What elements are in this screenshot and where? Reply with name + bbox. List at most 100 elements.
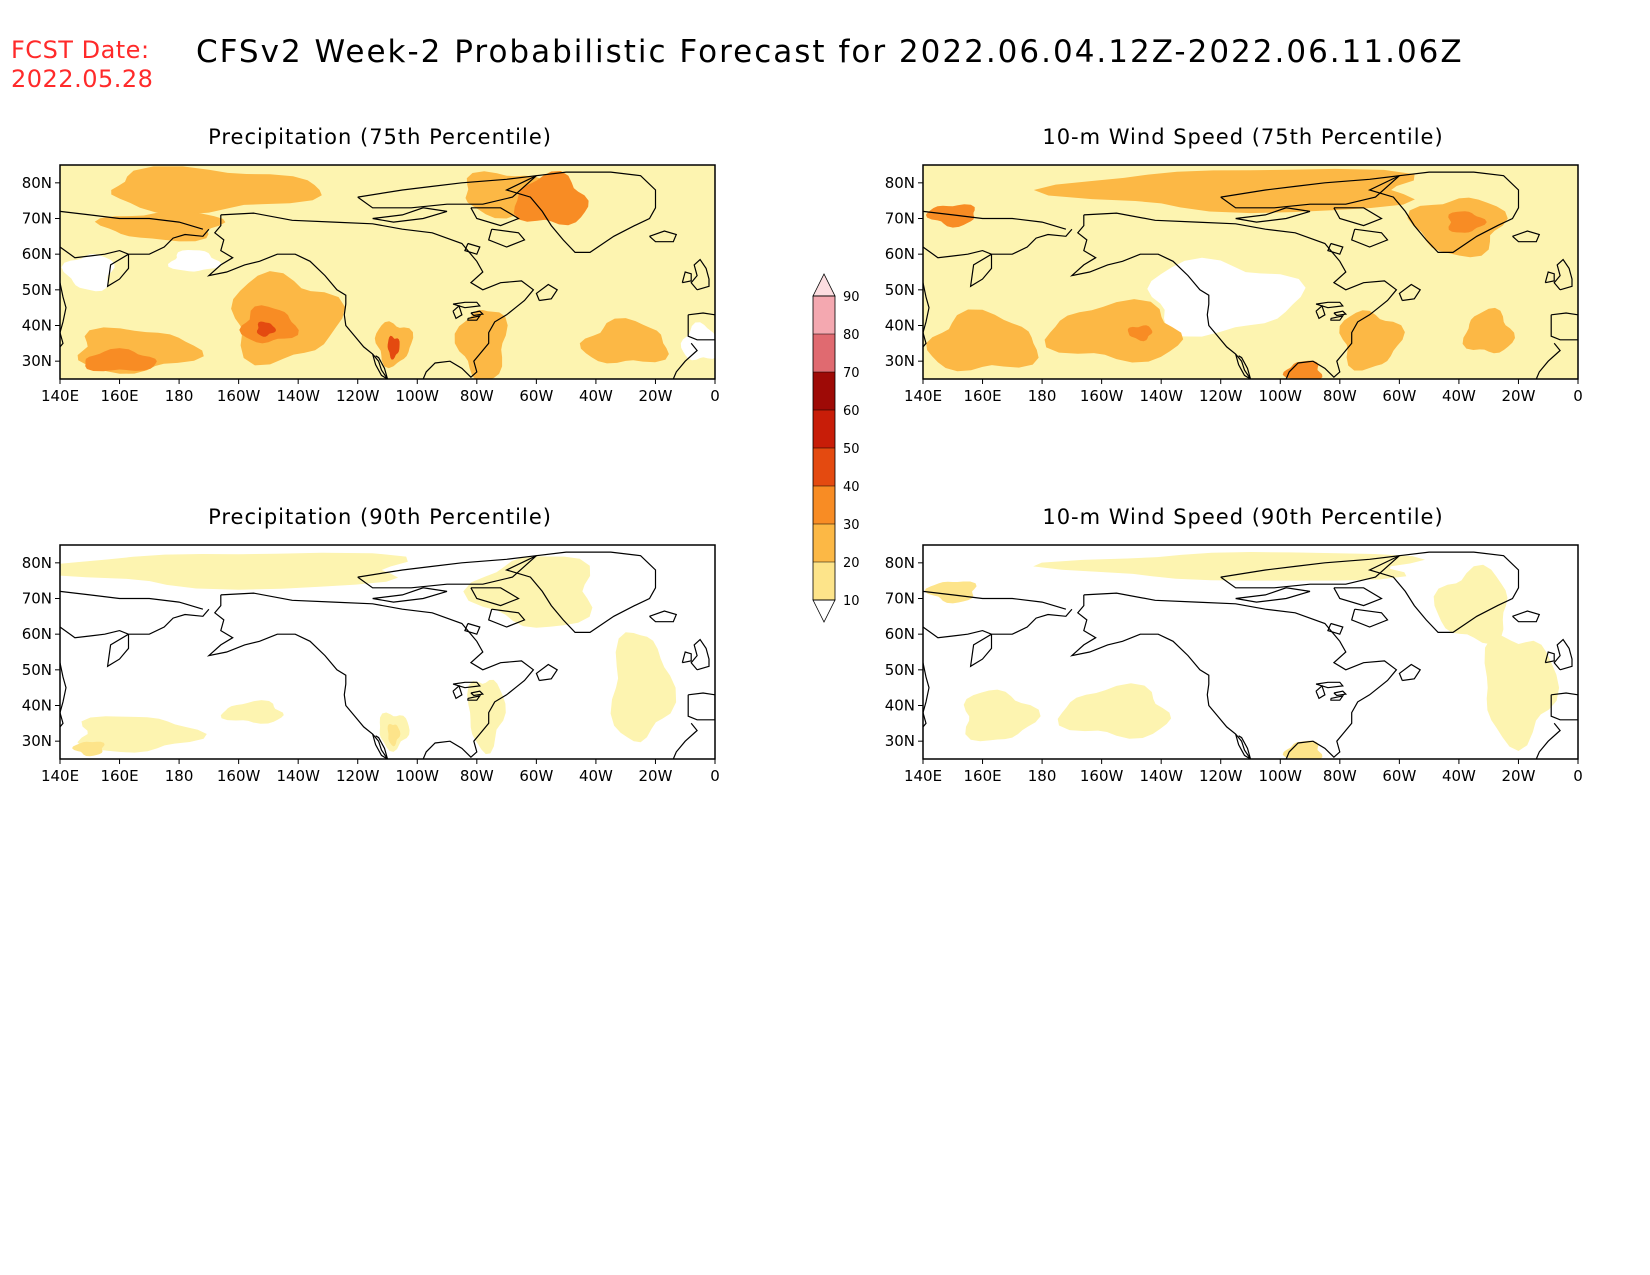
panel-precip-90: Precipitation (90th Percentile) 140E 160E…: [0, 505, 760, 795]
probability-region: [72, 741, 105, 757]
lon-tick-label: 120W: [1199, 387, 1243, 405]
colorbar-lower-arrow: [812, 599, 836, 623]
coastline: [1535, 722, 1561, 759]
lon-tick-label: 140E: [904, 767, 942, 785]
lon-tick-label: 140E: [41, 387, 79, 405]
lon-tick-label: 80W: [460, 767, 494, 785]
lat-tick-label: 50N: [22, 661, 52, 679]
coastline: [672, 342, 698, 379]
lat-tick-label: 40N: [885, 697, 915, 715]
coastline: [60, 228, 210, 288]
coastline: [1550, 692, 1578, 721]
probability-region: [111, 166, 322, 215]
lat-tick-label: 40N: [885, 317, 915, 335]
coastline: [923, 210, 1067, 230]
lat-tick-label: 80N: [885, 174, 915, 192]
coastline: [470, 587, 520, 607]
coastline: [372, 353, 388, 379]
lat-tick-label: 80N: [22, 554, 52, 572]
coastline: [1069, 594, 1251, 759]
probability-region: [610, 632, 677, 743]
map-wind-75: 140E 160E 180 160W 140W 120W 100W 80W 60W 40W 20W 0…: [885, 164, 1583, 405]
lon-tick-label: 20W: [638, 767, 672, 785]
probability-region: [926, 309, 1039, 372]
coastlines: [60, 171, 715, 379]
coastline: [220, 212, 535, 379]
lon-tick-label: 160W: [1080, 387, 1124, 405]
panel-wind-90: 10-m Wind Speed (90th Percentile) 140E 16…: [863, 505, 1623, 795]
coastline: [1398, 663, 1422, 682]
coastline: [535, 283, 559, 302]
coastline: [452, 681, 481, 689]
panel-title: Precipitation (75th Percentile): [208, 125, 552, 149]
coastline: [470, 690, 485, 697]
lon-tick-label: 100W: [396, 767, 440, 785]
coastline: [375, 355, 389, 379]
coastline: [690, 638, 710, 671]
shading-layer: [923, 545, 1578, 759]
colorbar-label: 50: [843, 442, 860, 457]
lon-tick-label: 80W: [1323, 387, 1357, 405]
coastline: [470, 310, 485, 317]
colorbar-swatch: [813, 524, 835, 562]
probability-region: [256, 321, 276, 337]
lat-tick-label: 30N: [885, 352, 915, 370]
lat-tick-label: 60N: [885, 625, 915, 643]
lon-tick-label: 140W: [276, 387, 320, 405]
lat-tick-label: 70N: [885, 210, 915, 228]
probability-region: [1127, 325, 1153, 342]
coastline: [1367, 551, 1520, 633]
coastline: [206, 214, 388, 379]
probability-region: [579, 318, 669, 364]
probability-region: [925, 204, 975, 228]
forecast-date-value: 2022.05.28: [11, 65, 154, 93]
lat-tick-label: 70N: [22, 590, 52, 608]
lon-tick-label: 20W: [1501, 387, 1535, 405]
probability-region: [77, 716, 207, 753]
probability-region: [680, 322, 715, 361]
lon-tick-label: 60W: [1382, 387, 1416, 405]
probability-region: [387, 724, 401, 747]
probability-region: [1448, 211, 1487, 233]
coastline: [1235, 733, 1251, 759]
coastline: [372, 733, 388, 759]
colorbar-label: 80: [843, 328, 860, 343]
probability-region: [1462, 307, 1515, 354]
coastline: [1327, 622, 1344, 635]
forecast-date-label: FCST Date:: [11, 36, 150, 64]
lon-tick-label: 0: [1573, 767, 1583, 785]
coastline: [60, 608, 210, 668]
coastline: [1512, 610, 1541, 623]
coastline: [1367, 171, 1520, 253]
lat-tick-label: 40N: [22, 317, 52, 335]
probability-region: [1484, 635, 1560, 751]
coastlines: [60, 551, 715, 759]
coastline: [1330, 695, 1345, 701]
lon-tick-label: 60W: [1382, 767, 1416, 785]
lon-tick-label: 100W: [1259, 767, 1303, 785]
panel-title: 10-m Wind Speed (75th Percentile): [1042, 125, 1444, 149]
shading-layer: [60, 165, 715, 379]
coastline: [535, 663, 559, 682]
colorbar-label: 90: [843, 290, 860, 305]
coastline: [1333, 310, 1348, 317]
coastline: [467, 315, 482, 321]
shading-layer: [923, 165, 1578, 379]
coastline: [1069, 214, 1251, 379]
lat-tick-label: 40N: [22, 697, 52, 715]
map-precip-90: 140E 160E 180 160W 140W 120W 100W 80W 60W 40W 20W 0…: [22, 544, 720, 785]
coastline: [1235, 587, 1311, 603]
coastlines: [923, 171, 1578, 379]
coastline: [687, 692, 715, 721]
coastline: [1535, 342, 1561, 379]
probability-region: [220, 700, 284, 724]
lon-tick-label: 40W: [579, 767, 613, 785]
coastline: [357, 554, 539, 589]
panel-title: Precipitation (90th Percentile): [208, 505, 552, 529]
coastline: [1512, 230, 1541, 243]
coastline: [923, 282, 930, 348]
coastline: [687, 312, 715, 341]
coastline: [923, 228, 1073, 288]
coastline: [464, 622, 481, 635]
lon-tick-label: 40W: [579, 387, 613, 405]
